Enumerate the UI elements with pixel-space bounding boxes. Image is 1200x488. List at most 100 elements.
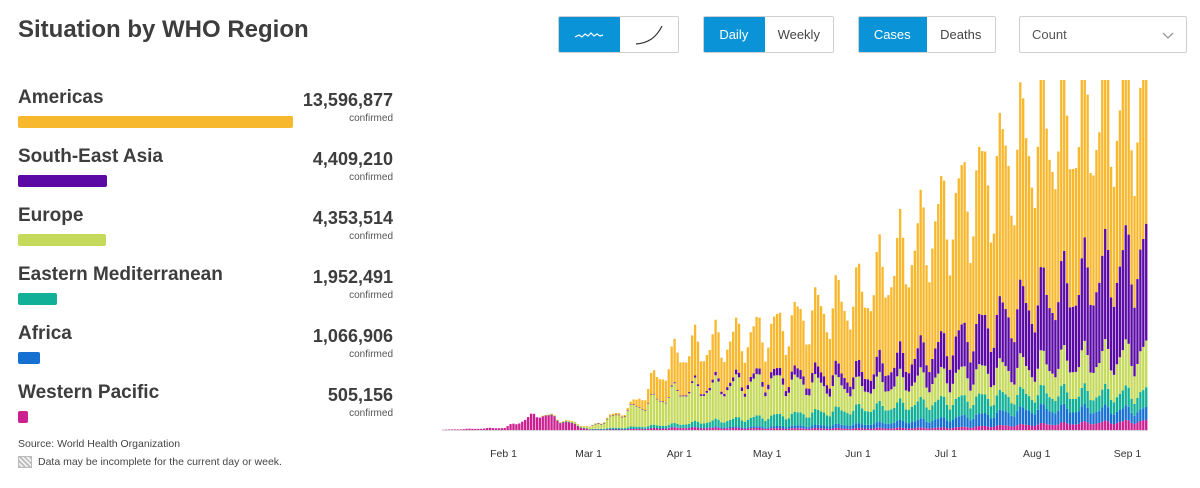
linear-scale-button[interactable] xyxy=(559,17,619,52)
bar-western-pacific-2020-02-04 xyxy=(512,423,515,430)
bar-europe-2020-07-30 xyxy=(1030,377,1034,401)
bar-europe-2020-03-08 xyxy=(608,415,612,428)
bar-south-east-asia-2020-03-16 xyxy=(632,404,635,405)
bar-africa-2020-06-08 xyxy=(878,421,881,428)
bar-americas-2020-07-07 xyxy=(963,162,966,323)
bar-western-pacific-2020-07-31 xyxy=(1033,425,1037,430)
bar-south-east-asia-2020-06-25 xyxy=(928,372,931,393)
bar-south-east-asia-2020-06-02 xyxy=(860,371,864,386)
bar-africa-2020-08-05 xyxy=(1048,411,1051,425)
bar-south-east-asia-2020-08-15 xyxy=(1077,294,1081,368)
bar-eastern-mediterranean-2020-03-17 xyxy=(635,426,638,429)
bar-africa-2020-04-04 xyxy=(688,427,691,429)
bar-africa-2020-04-29 xyxy=(761,427,764,429)
bar-eastern-mediterranean-2020-04-17 xyxy=(726,421,729,428)
bar-south-east-asia-2020-09-06 xyxy=(1142,238,1145,347)
bar-africa-2020-05-15 xyxy=(808,426,811,429)
bar-americas-2020-05-28 xyxy=(846,320,849,383)
bar-americas-2020-07-29 xyxy=(1027,156,1031,311)
bar-south-east-asia-2020-08-24 xyxy=(1104,228,1107,340)
bar-europe-2020-05-12 xyxy=(799,379,802,413)
cases-button[interactable]: Cases xyxy=(859,17,926,52)
bar-south-east-asia-2020-06-14 xyxy=(896,352,899,377)
bar-western-pacific-2020-07-10 xyxy=(972,427,975,430)
measure-select[interactable]: Count xyxy=(1019,16,1187,53)
bar-europe-2020-03-09 xyxy=(611,415,615,428)
region-count-caption: confirmed xyxy=(349,408,393,419)
bar-europe-2020-07-22 xyxy=(1007,370,1010,397)
bar-eastern-mediterranean-2020-04-02 xyxy=(682,424,685,428)
bar-europe-2020-04-30 xyxy=(764,396,767,421)
bar-europe-2020-08-26 xyxy=(1109,370,1113,400)
bar-africa-2020-05-29 xyxy=(849,425,852,429)
region-row-americas[interactable]: Americas 13,596,877 confirmed xyxy=(18,87,398,145)
bar-western-pacific-2020-05-25 xyxy=(837,428,840,430)
bar-africa-2020-03-29 xyxy=(670,426,673,428)
bar-eastern-mediterranean-2020-05-03 xyxy=(773,414,776,427)
region-row-africa[interactable]: Africa 1,066,906 confirmed xyxy=(18,323,398,381)
bar-europe-2020-03-06 xyxy=(603,422,606,429)
weekly-button[interactable]: Weekly xyxy=(763,17,833,52)
region-row-eastern-mediterranean[interactable]: Eastern Mediterranean 1,952,491 confirmed xyxy=(18,264,398,322)
bar-western-pacific-2020-08-31 xyxy=(1124,419,1127,430)
bar-south-east-asia-2020-05-29 xyxy=(849,386,852,397)
bar-south-east-asia-2020-07-26 xyxy=(1019,279,1022,354)
bar-africa-2020-03-09 xyxy=(611,428,615,430)
log-scale-button[interactable] xyxy=(618,17,678,52)
bar-south-east-asia-2020-07-30 xyxy=(1030,323,1034,378)
bar-western-pacific-2020-02-12 xyxy=(535,417,539,430)
region-bar xyxy=(18,293,57,305)
bar-americas-2020-04-13 xyxy=(714,319,717,372)
bar-western-pacific-2020-01-24 xyxy=(480,428,483,430)
bar-western-pacific-2020-03-17 xyxy=(635,428,638,430)
bar-africa-2020-07-17 xyxy=(992,417,996,428)
bar-eastern-mediterranean-2020-02-15 xyxy=(544,415,547,416)
bar-eastern-mediterranean-2020-05-25 xyxy=(837,407,840,425)
bar-americas-2020-08-27 xyxy=(1112,186,1116,307)
bar-western-pacific-2020-02-15 xyxy=(544,415,547,430)
region-row-south-east-asia[interactable]: South-East Asia 4,409,210 confirmed xyxy=(18,146,398,204)
bar-europe-2020-03-05 xyxy=(600,424,603,429)
bar-eastern-mediterranean-2020-06-10 xyxy=(884,410,887,424)
bar-americas-2020-03-21 xyxy=(647,388,650,404)
bar-africa-2020-06-15 xyxy=(899,419,902,428)
x-tick-label: Feb 1 xyxy=(490,448,517,460)
bar-europe-2020-06-26 xyxy=(931,384,934,406)
bar-south-east-asia-2020-05-11 xyxy=(796,368,799,378)
bar-western-pacific-2020-04-02 xyxy=(682,428,685,430)
deaths-button[interactable]: Deaths xyxy=(925,17,995,52)
bar-europe-2020-02-29 xyxy=(585,425,588,429)
bar-eastern-mediterranean-2020-06-29 xyxy=(940,396,943,418)
bar-eastern-mediterranean-2020-06-17 xyxy=(904,409,908,424)
bar-americas-2020-03-30 xyxy=(673,338,676,383)
region-row-europe[interactable]: Europe 4,353,514 confirmed xyxy=(18,205,398,263)
bar-south-east-asia-2020-03-19 xyxy=(641,409,644,410)
bar-western-pacific-2020-04-14 xyxy=(717,427,720,430)
bar-americas-2020-04-25 xyxy=(749,332,752,377)
bar-americas-2020-06-30 xyxy=(942,180,946,334)
bar-europe-2020-02-25 xyxy=(573,421,577,424)
bar-europe-2020-06-10 xyxy=(884,391,887,411)
bar-africa-2020-08-10 xyxy=(1063,403,1066,422)
bar-europe-2020-05-17 xyxy=(814,373,817,409)
x-axis: Feb 1 Mar 1 Apr 1 May 1 Jun 1 Jul 1 Aug 1 Sep 1 xyxy=(442,430,1148,460)
bar-americas-2020-05-24 xyxy=(834,275,837,361)
bar-south-east-asia-2020-06-16 xyxy=(901,352,905,378)
bar-south-east-asia-2020-08-27 xyxy=(1112,306,1116,375)
region-row-western-pacific[interactable]: Western Pacific 505,156 confirmed xyxy=(18,382,398,440)
bar-western-pacific-2020-04-28 xyxy=(758,428,761,430)
bar-americas-2020-07-11 xyxy=(975,170,978,324)
bar-south-east-asia-2020-04-16 xyxy=(723,393,726,397)
bar-eastern-mediterranean-2020-02-19 xyxy=(556,420,559,421)
bar-south-east-asia-2020-04-28 xyxy=(758,368,761,375)
bar-eastern-mediterranean-2020-05-09 xyxy=(790,413,793,426)
bar-south-east-asia-2020-03-22 xyxy=(649,394,653,395)
bar-eastern-mediterranean-2020-08-04 xyxy=(1045,393,1048,409)
bar-americas-2020-08-16 xyxy=(1080,80,1083,259)
bar-europe-2020-07-02 xyxy=(948,392,952,410)
bar-eastern-mediterranean-2020-02-22 xyxy=(565,421,568,422)
bar-africa-2020-08-18 xyxy=(1086,407,1089,423)
bar-americas-2020-08-03 xyxy=(1042,80,1045,268)
daily-button[interactable]: Daily xyxy=(704,17,764,52)
bar-americas-2020-05-04 xyxy=(775,314,779,369)
